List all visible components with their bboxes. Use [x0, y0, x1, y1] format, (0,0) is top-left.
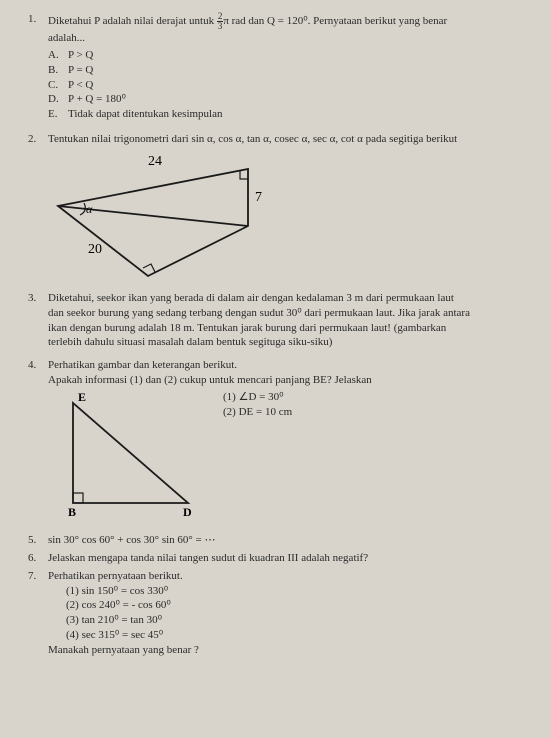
q7-ask: Manakah pernyataan yang benar ?: [48, 643, 527, 658]
opt-letter: C.: [48, 78, 68, 93]
q1-opt-A: A.P > Q: [48, 48, 527, 63]
q4-triangle-figure: E B D: [48, 388, 203, 523]
q2-triangle-figure: 24 7 20 α: [48, 151, 278, 281]
side-24-label: 24: [148, 154, 162, 169]
q1-options: A.P > Q B.P = Q C.P < Q D.P + Q = 180⁰ E…: [48, 48, 527, 122]
question-1: 1. Diketahui P adalah nilai derajat untu…: [28, 12, 527, 122]
q4-figure-row: E B D (1) ∠D = 30⁰ (2) DE = 10 cm: [48, 388, 527, 523]
q5-number: 5.: [28, 533, 48, 548]
q7-stmt-1: (1) sin 150⁰ = cos 330⁰: [66, 584, 527, 599]
opt-text: P + Q = 180⁰: [68, 92, 126, 107]
question-4: 4. Perhatikan gambar dan keterangan beri…: [28, 358, 527, 523]
question-2: 2. Tentukan nilai trigonometri dari sin …: [28, 132, 527, 281]
alpha-label: α: [86, 202, 93, 216]
vertex-E-label: E: [78, 390, 86, 404]
vertex-D-label: D: [183, 505, 192, 519]
q7-text: Perhatikan pernyataan berikut.: [48, 569, 527, 584]
q4-info-2: (2) DE = 10 cm: [223, 405, 292, 420]
q7-stmt-4: (4) sec 315⁰ = sec 45⁰: [66, 628, 527, 643]
q7-number: 7.: [28, 569, 48, 658]
q2-body: Tentukan nilai trigonometri dari sin α, …: [48, 132, 527, 281]
q3-line1: Diketahui, seekor ikan yang berada di da…: [48, 291, 527, 306]
q1-body: Diketahui P adalah nilai derajat untuk 2…: [48, 12, 527, 122]
q7-stmt-3: (3) tan 210⁰ = tan 30⁰: [66, 613, 527, 628]
q4-info: (1) ∠D = 30⁰ (2) DE = 10 cm: [223, 390, 292, 420]
opt-text: P = Q: [68, 63, 93, 78]
question-3: 3. Diketahui, seekor ikan yang berada di…: [28, 291, 527, 350]
q1-number: 1.: [28, 12, 48, 122]
opt-text: P > Q: [68, 48, 93, 63]
q1-opt-B: B.P = Q: [48, 63, 527, 78]
opt-letter: E.: [48, 107, 68, 122]
q3-line4: terlebih dahulu situasi masalah dalam be…: [48, 335, 527, 350]
opt-letter: B.: [48, 63, 68, 78]
q4-number: 4.: [28, 358, 48, 523]
q1-text-b: π rad dan Q = 120⁰. Pernyataan berikut y…: [223, 15, 447, 27]
q1-line1: Diketahui P adalah nilai derajat untuk 2…: [48, 12, 527, 31]
q1-line2: adalah...: [48, 31, 527, 46]
q3-body: Diketahui, seekor ikan yang berada di da…: [48, 291, 527, 350]
side-7-label: 7: [255, 190, 262, 205]
q2-text: Tentukan nilai trigonometri dari sin α, …: [48, 132, 527, 147]
q5-text: sin 30° cos 60° + cos 30° sin 60° = ⋯: [48, 533, 527, 548]
opt-text: Tidak dapat ditentukan kesimpulan: [68, 107, 223, 122]
q7-body: Perhatikan pernyataan berikut. (1) sin 1…: [48, 569, 527, 658]
q7-stmt-2: (2) cos 240⁰ = - cos 60⁰: [66, 598, 527, 613]
opt-text: P < Q: [68, 78, 93, 93]
side-20-label: 20: [88, 242, 102, 257]
opt-letter: D.: [48, 92, 68, 107]
q1-opt-D: D.P + Q = 180⁰: [48, 92, 527, 107]
opt-letter: A.: [48, 48, 68, 63]
q1-opt-C: C.P < Q: [48, 78, 527, 93]
question-5: 5. sin 30° cos 60° + cos 30° sin 60° = ⋯: [28, 533, 527, 548]
question-6: 6. Jelaskan mengapa tanda nilai tangen s…: [28, 551, 527, 566]
q1-opt-E: E.Tidak dapat ditentukan kesimpulan: [48, 107, 527, 122]
vertex-B-label: B: [68, 505, 76, 519]
q1-text-a: Diketahui P adalah nilai derajat untuk: [48, 15, 217, 27]
q6-text: Jelaskan mengapa tanda nilai tangen sudu…: [48, 551, 527, 566]
q2-number: 2.: [28, 132, 48, 281]
q3-number: 3.: [28, 291, 48, 350]
question-7: 7. Perhatikan pernyataan berikut. (1) si…: [28, 569, 527, 658]
q4-info-1: (1) ∠D = 30⁰: [223, 390, 292, 405]
q3-line2: dan seekor burung yang sedang terbang de…: [48, 306, 527, 321]
q6-number: 6.: [28, 551, 48, 566]
q4-line1: Perhatikan gambar dan keterangan berikut…: [48, 358, 527, 373]
q4-body: Perhatikan gambar dan keterangan berikut…: [48, 358, 527, 523]
q4-line2: Apakah informasi (1) dan (2) cukup untuk…: [48, 373, 527, 388]
q3-line3: ikan dengan burung adalah 18 m. Tentukan…: [48, 321, 527, 336]
